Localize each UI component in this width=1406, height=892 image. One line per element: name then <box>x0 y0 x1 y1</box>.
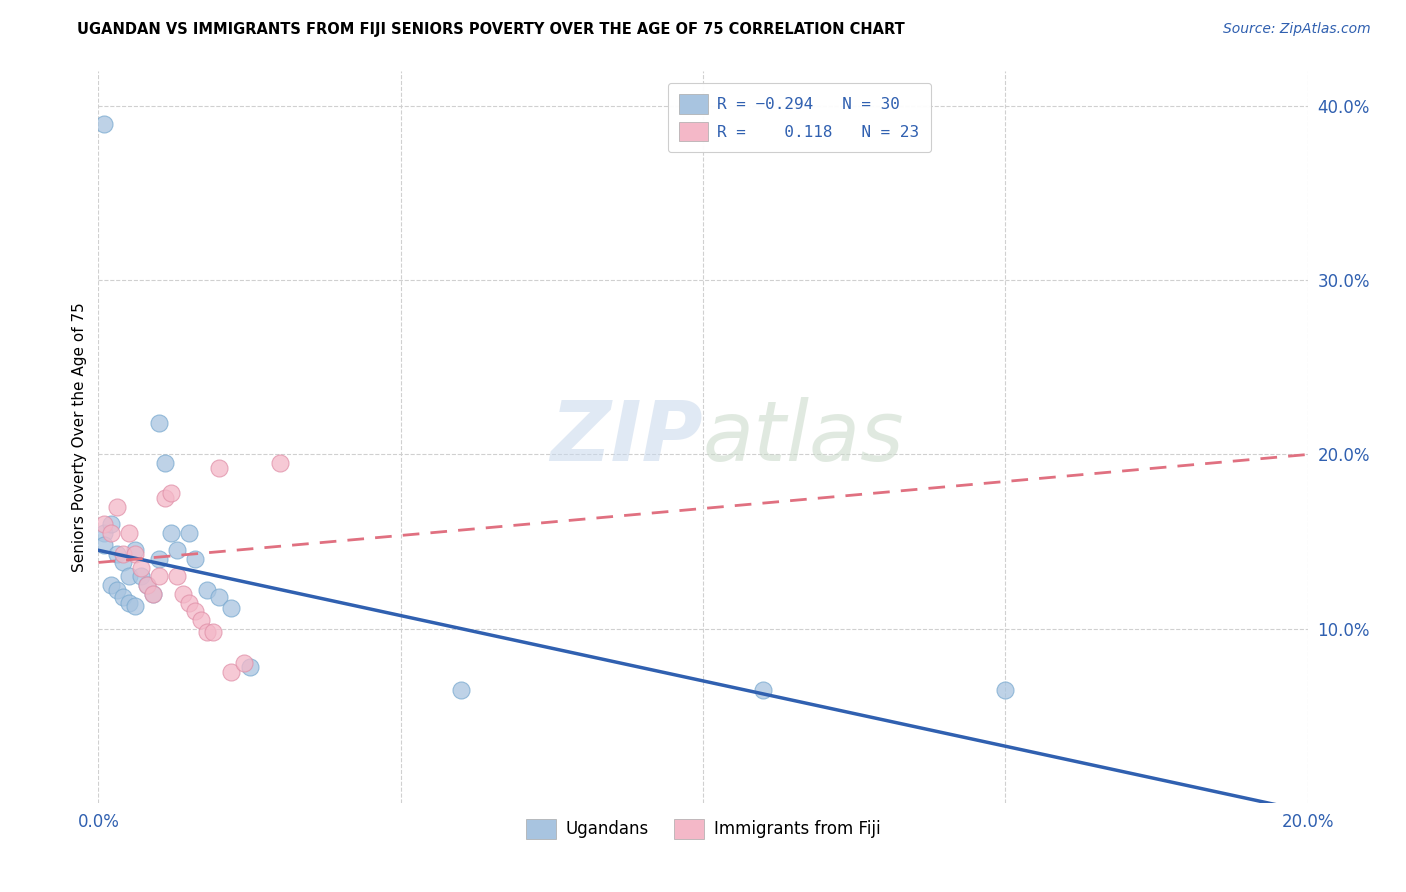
Point <box>93 117 115 131</box>
Point <box>153 456 176 470</box>
Point <box>166 569 188 583</box>
Text: atlas: atlas <box>703 397 904 477</box>
Point <box>118 595 141 609</box>
Point <box>994 682 1017 697</box>
Point <box>100 517 122 532</box>
Point <box>105 583 128 598</box>
Point <box>221 665 243 680</box>
Point <box>172 587 194 601</box>
Point <box>118 525 141 540</box>
Point <box>100 525 122 540</box>
Text: Source: ZipAtlas.com: Source: ZipAtlas.com <box>1223 22 1371 37</box>
Point <box>160 485 183 500</box>
Point <box>221 600 243 615</box>
Point <box>100 578 122 592</box>
Point <box>450 682 472 697</box>
Point <box>93 538 115 552</box>
Point <box>179 595 201 609</box>
Point <box>124 543 146 558</box>
Point <box>208 461 231 475</box>
Point <box>105 547 128 561</box>
Point <box>184 552 207 566</box>
Point <box>160 525 183 540</box>
Point <box>184 604 207 618</box>
Point <box>148 569 170 583</box>
Point <box>129 560 152 574</box>
Point <box>195 625 218 640</box>
Point <box>93 517 115 532</box>
Point <box>148 416 170 430</box>
Point <box>239 660 262 674</box>
Point <box>190 613 212 627</box>
Point <box>105 500 128 514</box>
Point <box>232 657 254 671</box>
Point <box>208 591 231 605</box>
Point <box>124 547 146 561</box>
Legend: Ugandans, Immigrants from Fiji: Ugandans, Immigrants from Fiji <box>519 812 887 846</box>
Point <box>166 543 188 558</box>
Point <box>111 547 134 561</box>
Point <box>111 591 134 605</box>
Point <box>135 578 157 592</box>
Point <box>142 587 165 601</box>
Point <box>142 587 165 601</box>
Point <box>93 525 115 540</box>
Point <box>111 556 134 570</box>
Y-axis label: Seniors Poverty Over the Age of 75: Seniors Poverty Over the Age of 75 <box>72 302 87 572</box>
Text: UGANDAN VS IMMIGRANTS FROM FIJI SENIORS POVERTY OVER THE AGE OF 75 CORRELATION C: UGANDAN VS IMMIGRANTS FROM FIJI SENIORS … <box>77 22 905 37</box>
Point <box>195 583 218 598</box>
Point <box>269 456 291 470</box>
Point <box>118 569 141 583</box>
Point <box>148 552 170 566</box>
Point <box>153 491 176 505</box>
Point <box>129 569 152 583</box>
Point <box>752 682 775 697</box>
Point <box>124 599 146 613</box>
Point <box>135 578 157 592</box>
Text: ZIP: ZIP <box>550 397 703 477</box>
Point <box>202 625 225 640</box>
Point <box>179 525 201 540</box>
